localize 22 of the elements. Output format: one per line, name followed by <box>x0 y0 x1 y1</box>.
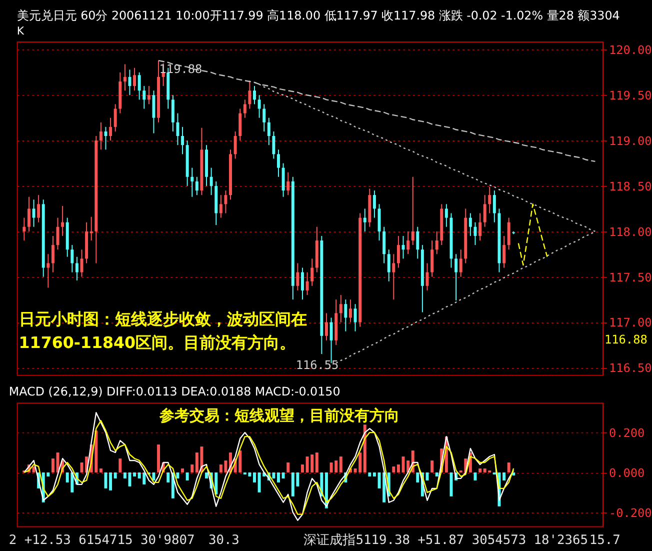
annotation: 日元小时图：短线逐步收敛，波动区间在 11760-11840区间。目前没有方向。 <box>18 309 307 352</box>
y-tick-label: 117.00 <box>608 316 652 330</box>
text: 深证成指5119.38 +51.87 3054573 18'2365 <box>304 533 588 548</box>
text: 30.3 <box>208 533 240 548</box>
annotation: 参考交易：短线观望，目前没有方向 <box>158 406 400 424</box>
y-tick-label: 116.50 <box>608 361 652 376</box>
y-tick-label: 119.50 <box>608 88 652 103</box>
text: 2 +12.53 6154715 30'9807 <box>8 533 195 548</box>
text: 15.7 <box>589 533 620 548</box>
chart-title: MACD (26,12,9) DIFF:0.0113 DEA:0.0188 MACD:-0.0150 <box>8 384 340 399</box>
chart-title: 美元兑日元 60分 20061121 10:00开117.99 高118.00 低117.97 收117.98 涨跌 -0.02 -1.02% 量28 额3304 <box>16 8 620 23</box>
text: 116.88 <box>604 332 648 346</box>
y-tick-label: 0.200 <box>608 426 645 440</box>
y-tick-label: 117.50 <box>608 270 652 284</box>
y-tick-label: 120.00 <box>608 43 652 58</box>
y-tick-label: 118.50 <box>608 179 652 194</box>
y-tick-label: 119.00 <box>608 134 652 148</box>
y-tick-label: 118.00 <box>608 224 652 239</box>
y-tick-label: -0.200 <box>608 506 652 520</box>
y-tick-label: 0.000 <box>608 466 645 480</box>
chart-subtitle: K <box>16 24 25 38</box>
annotation: 116.55 <box>296 358 339 372</box>
